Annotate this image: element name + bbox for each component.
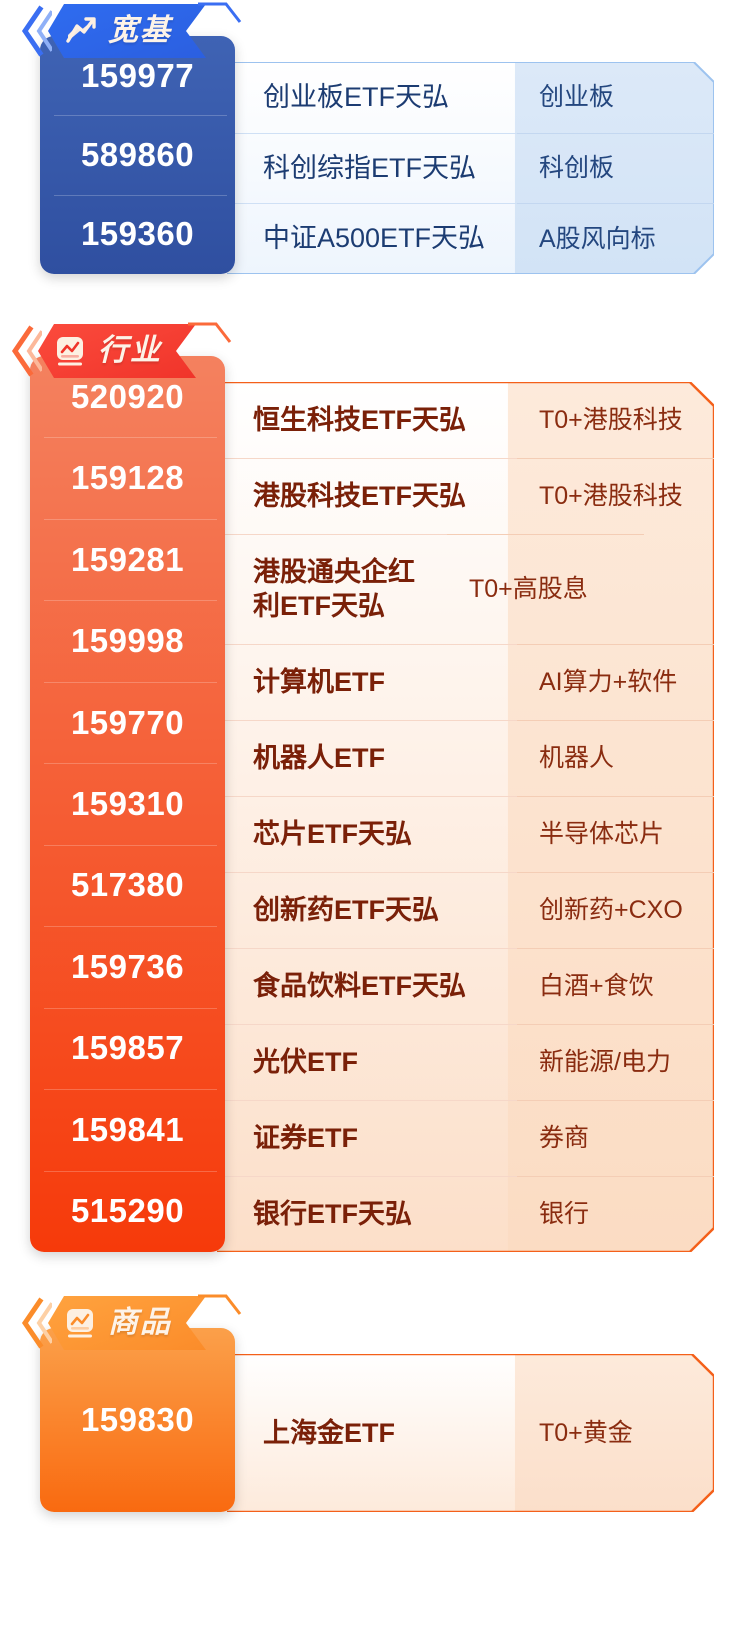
etf-name: 科创综指ETF天弘 xyxy=(227,132,517,204)
table-row[interactable]: 创业板ETF天弘 创业板 xyxy=(227,62,714,133)
etf-code[interactable]: 159977 xyxy=(80,56,195,94)
etf-name: 上海金ETF xyxy=(263,1417,395,1448)
code-column-broad-base: 159977 589860 159360 xyxy=(40,36,235,274)
etf-code[interactable]: 159841 xyxy=(30,1089,225,1170)
section-broad-base: 宽基 159977 589860 159360 xyxy=(0,0,750,274)
table-row[interactable]: 上海金ETF T0+黄金 xyxy=(227,1354,714,1512)
etf-tag: 创新药+CXO xyxy=(517,872,714,948)
section-badge-industry[interactable]: 行业 xyxy=(0,320,750,382)
table-row[interactable]: 芯片ETF天弘 半导体芯片 xyxy=(217,796,714,872)
section-industry: 行业 520920 159128 159281 159998 159770 15… xyxy=(0,320,750,1252)
etf-code[interactable]: 159281 xyxy=(30,518,225,600)
table-row[interactable]: 恒生科技ETF天弘 T0+港股科技 xyxy=(217,382,714,458)
etf-tag: 机器人 xyxy=(517,720,714,796)
section-divider xyxy=(0,274,750,320)
data-panel-industry: 恒生科技ETF天弘 T0+港股科技 港股科技ETF天弘 T0+港股科技 港股通央… xyxy=(217,382,714,1252)
data-panel-commodity: 上海金ETF T0+黄金 xyxy=(227,1354,714,1512)
card-broad-base: 159977 589860 159360 xyxy=(40,36,714,274)
etf-tag: 半导体芯片 xyxy=(517,796,714,872)
etf-code[interactable]: 159857 xyxy=(30,1007,225,1089)
table-row[interactable]: 中证A500ETF天弘 A股风向标 xyxy=(227,203,714,274)
badge-commodity[interactable]: 商品 xyxy=(48,1296,206,1350)
panel-rows-industry: 恒生科技ETF天弘 T0+港股科技 港股科技ETF天弘 T0+港股科技 港股通央… xyxy=(217,382,714,1252)
etf-tag: T0+港股科技 xyxy=(517,457,714,534)
code-column-industry: 520920 159128 159281 159998 159770 15931… xyxy=(30,356,225,1252)
section-badge-commodity[interactable]: 商品 xyxy=(0,1292,750,1354)
table-row[interactable]: 机器人ETF 机器人 xyxy=(217,720,714,796)
panel-rows-broad-base: 创业板ETF天弘 创业板 科创综指ETF天弘 科创板 中证A500ETF天弘 A… xyxy=(227,62,714,274)
line-chart-icon xyxy=(54,334,88,368)
table-row[interactable]: 银行ETF天弘 银行 xyxy=(217,1176,714,1252)
etf-name: 光伏ETF xyxy=(217,1024,517,1100)
etf-code[interactable]: 520920 xyxy=(70,377,185,415)
etf-code[interactable]: 159128 xyxy=(30,437,225,518)
etf-tag: 银行 xyxy=(517,1176,714,1252)
table-row[interactable]: 港股通央企红利ETF天弘 T0+高股息 xyxy=(217,533,714,645)
chevron-left-bracket-icon xyxy=(8,324,42,378)
etf-code[interactable]: 159310 xyxy=(30,763,225,844)
badge-label-commodity: 商品 xyxy=(108,1306,172,1339)
data-panel-broad-base: 创业板ETF天弘 创业板 科创综指ETF天弘 科创板 中证A500ETF天弘 A… xyxy=(227,62,714,274)
table-row[interactable]: 港股科技ETF天弘 T0+港股科技 xyxy=(217,457,714,534)
badge-label-industry: 行业 xyxy=(98,334,162,367)
etf-name: 中证A500ETF天弘 xyxy=(227,203,517,274)
etf-code[interactable]: 159998 xyxy=(30,600,225,681)
etf-name: 食品饮料ETF天弘 xyxy=(217,948,517,1024)
etf-tag: T0+黄金 xyxy=(539,1419,633,1447)
etf-name: 机器人ETF xyxy=(217,720,517,796)
table-row[interactable]: 光伏ETF 新能源/电力 xyxy=(217,1024,714,1100)
table-row[interactable]: 科创综指ETF天弘 科创板 xyxy=(227,132,714,204)
line-chart-icon xyxy=(64,1306,98,1340)
section-divider xyxy=(0,1252,750,1292)
etf-name: 证券ETF xyxy=(217,1100,517,1176)
etf-name: 创业板ETF天弘 xyxy=(263,82,449,113)
panel-background-broad-base xyxy=(227,62,714,274)
table-row[interactable]: 创新药ETF天弘 创新药+CXO xyxy=(217,872,714,948)
etf-name: 计算机ETF xyxy=(217,644,517,720)
etf-code[interactable]: 159736 xyxy=(30,926,225,1007)
section-badge-broad-base[interactable]: 宽基 xyxy=(0,0,750,62)
trend-up-arrow-icon xyxy=(64,14,98,48)
badge-industry[interactable]: 行业 xyxy=(38,324,196,378)
code-column-commodity: 159830 xyxy=(40,1328,235,1512)
etf-code[interactable]: 159770 xyxy=(30,681,225,763)
etf-tag: T0+高股息 xyxy=(447,533,644,645)
table-row[interactable]: 计算机ETF AI算力+软件 xyxy=(217,644,714,720)
card-industry: 520920 159128 159281 159998 159770 15931… xyxy=(30,356,714,1252)
chevron-left-bracket-icon xyxy=(18,1296,52,1350)
etf-code[interactable]: 517380 xyxy=(30,844,225,926)
etf-name: 港股科技ETF天弘 xyxy=(217,457,517,534)
etf-name: 恒生科技ETF天弘 xyxy=(253,404,466,435)
table-row[interactable]: 证券ETF 券商 xyxy=(217,1100,714,1176)
panel-background-commodity xyxy=(227,1354,714,1512)
badge-label-broad-base: 宽基 xyxy=(108,14,172,47)
etf-tag: A股风向标 xyxy=(517,203,714,274)
etf-code[interactable]: 159360 xyxy=(40,194,235,274)
chevron-left-bracket-icon xyxy=(18,4,52,58)
etf-code[interactable]: 515290 xyxy=(30,1170,225,1252)
panel-background-industry xyxy=(217,382,714,1252)
badge-broad-base[interactable]: 宽基 xyxy=(48,4,206,58)
panel-rows-commodity: 上海金ETF T0+黄金 xyxy=(227,1354,714,1512)
etf-tag: 券商 xyxy=(517,1100,714,1176)
etf-tag: T0+港股科技 xyxy=(539,405,683,434)
table-row[interactable]: 食品饮料ETF天弘 白酒+食饮 xyxy=(217,948,714,1024)
etf-name: 银行ETF天弘 xyxy=(217,1176,517,1252)
etf-name: 港股通央企红利ETF天弘 xyxy=(217,533,447,645)
etf-name: 芯片ETF天弘 xyxy=(217,796,517,872)
etf-tag: AI算力+软件 xyxy=(517,644,714,720)
etf-tag: 新能源/电力 xyxy=(517,1024,714,1100)
etf-name: 创新药ETF天弘 xyxy=(217,872,517,948)
etf-tag: 创业板 xyxy=(539,83,615,112)
etf-tag: 白酒+食饮 xyxy=(517,948,714,1024)
card-commodity: 159830 xyxy=(40,1328,714,1512)
etf-code[interactable]: 159830 xyxy=(80,1401,195,1438)
etf-code[interactable]: 589860 xyxy=(40,115,235,194)
section-commodity: 商品 159830 xyxy=(0,1292,750,1512)
etf-tag: 科创板 xyxy=(517,132,714,204)
